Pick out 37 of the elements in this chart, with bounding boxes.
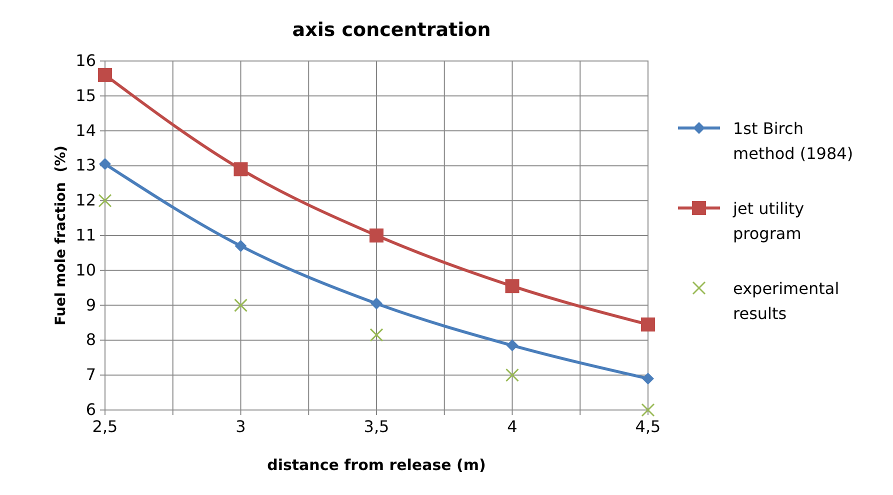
x-tick-label: 3,5 bbox=[364, 417, 390, 436]
point bbox=[506, 368, 519, 382]
point bbox=[370, 228, 384, 242]
y-tick-label: 13 bbox=[76, 156, 96, 175]
y-tick-label: 7 bbox=[86, 365, 96, 384]
point bbox=[641, 403, 655, 417]
y-tick-label: 8 bbox=[86, 330, 96, 350]
point bbox=[642, 372, 654, 385]
legend-label: 1st Birch method (1984) bbox=[733, 119, 854, 163]
point bbox=[234, 298, 248, 312]
y-tick-label: 16 bbox=[76, 51, 96, 70]
y-tick-label: 15 bbox=[76, 86, 96, 105]
y-tick-label: 12 bbox=[76, 190, 96, 210]
point bbox=[234, 162, 248, 176]
point bbox=[234, 240, 247, 252]
point bbox=[98, 68, 112, 82]
point bbox=[370, 328, 384, 342]
y-axis-title: Fuel mole fraction (%) bbox=[53, 146, 69, 326]
y-tick-label: 6 bbox=[86, 400, 96, 419]
point bbox=[506, 339, 518, 352]
x-tick-label: 3 bbox=[236, 417, 246, 436]
point bbox=[641, 317, 655, 332]
y-tick-label: 11 bbox=[76, 226, 96, 244]
point bbox=[98, 194, 112, 208]
point bbox=[99, 158, 111, 170]
x-axis-title: distance from release (m) bbox=[267, 456, 486, 474]
y-tick-label: 9 bbox=[86, 295, 96, 314]
x-tick-label: 4,5 bbox=[635, 417, 661, 436]
point bbox=[505, 279, 520, 294]
point bbox=[370, 298, 382, 310]
x-tick-label: 4 bbox=[507, 417, 518, 436]
x-tick-label: 2,5 bbox=[92, 417, 118, 436]
y-tick-label: 10 bbox=[76, 260, 96, 280]
legend-label: jet utility program bbox=[732, 199, 804, 243]
chart-title: axis concentration bbox=[292, 19, 491, 41]
legend-label: experimental results bbox=[733, 279, 840, 323]
y-tick-label: 14 bbox=[76, 120, 96, 140]
